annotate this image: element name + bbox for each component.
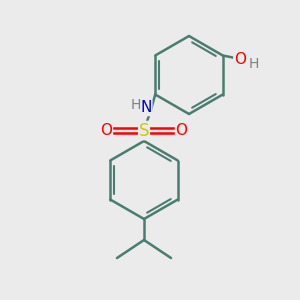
Text: O: O [234,52,246,68]
Text: H: H [131,98,141,112]
Text: H: H [248,58,259,71]
Text: N: N [140,100,152,116]
Text: O: O [100,123,112,138]
Text: S: S [139,122,149,140]
Text: O: O [176,123,188,138]
